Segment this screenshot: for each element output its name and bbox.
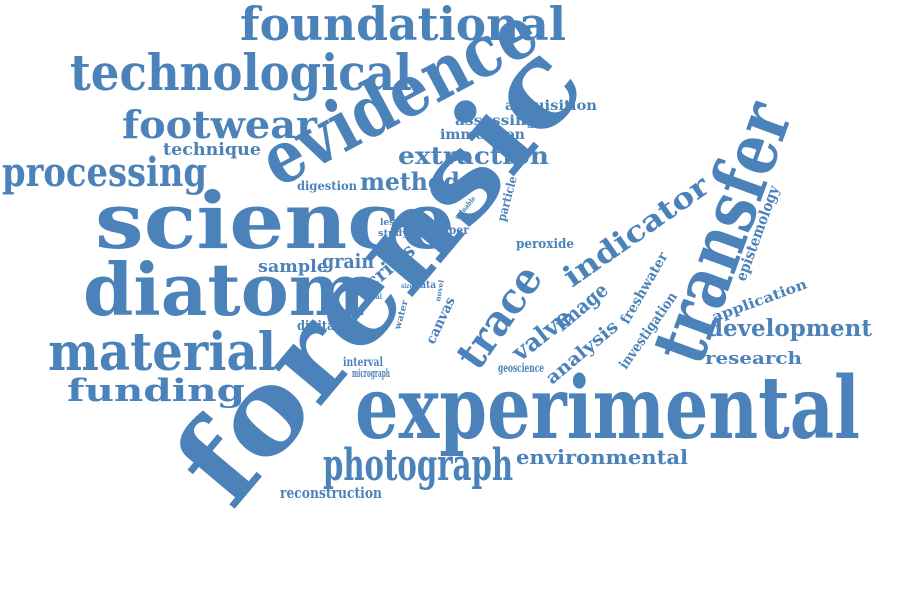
word-science: science: [95, 176, 455, 267]
word-footwear: footwear: [122, 102, 318, 147]
word-geoscience: funding: [67, 373, 245, 409]
word-micrograph: research: [705, 349, 802, 369]
word-acquisition: acquisition: [505, 98, 597, 114]
word-lesson: lesson: [380, 218, 412, 228]
word-assessing: assessing: [455, 113, 537, 129]
word-immersion: immersion: [440, 127, 525, 143]
word-technique: technique: [163, 140, 261, 160]
word-interval: geoscience: [498, 361, 544, 375]
word-material: material: [48, 322, 276, 383]
word-foundational: foundational: [240, 0, 566, 51]
word-research: experimental: [355, 358, 860, 459]
word-sample: sample: [258, 257, 328, 277]
word-future: interval: [343, 355, 383, 369]
word-development: development: [707, 315, 872, 342]
word-method: method: [360, 167, 460, 196]
word-diatom: diatom: [83, 247, 365, 332]
word-study: study: [378, 229, 409, 239]
word-digital: digital: [297, 319, 339, 334]
word-project: micrograph: [352, 367, 390, 380]
word-photograph: reconstruction: [280, 484, 382, 502]
word-digestion: digestion: [297, 179, 357, 193]
word-technological: technological: [70, 43, 412, 102]
word-data: data: [414, 280, 436, 291]
word-novel: novel: [433, 279, 446, 303]
word-peroxide: peroxide: [516, 237, 574, 252]
word-size: size: [401, 283, 413, 290]
word-grain: grain: [322, 249, 374, 273]
word-upper: upper: [433, 223, 470, 237]
word-processing: processing: [2, 149, 207, 196]
word-experimental: environmental: [516, 445, 688, 469]
word-funding: photograph: [323, 440, 513, 491]
word-total: total: [366, 292, 382, 301]
word-extraction: extraction: [398, 141, 549, 170]
